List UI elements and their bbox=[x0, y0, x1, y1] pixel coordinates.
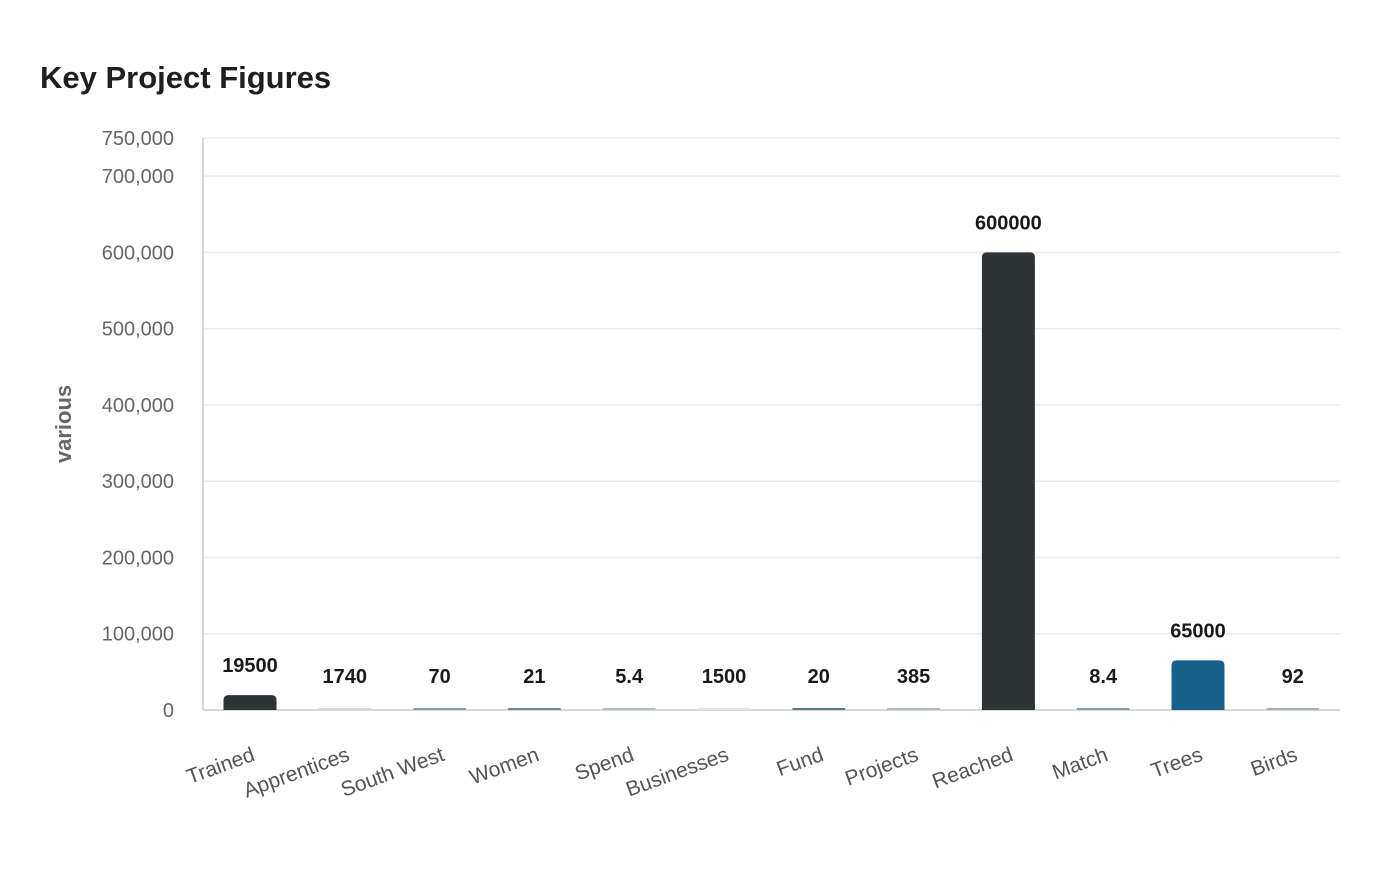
x-tick-label: Businesses bbox=[623, 743, 732, 801]
x-tick-label: Birds bbox=[1248, 743, 1301, 781]
data-label: 8.4 bbox=[1089, 666, 1118, 688]
chart-title: Key Project Figures bbox=[40, 60, 332, 95]
x-tick-label: Trees bbox=[1148, 743, 1206, 783]
data-label: 1500 bbox=[702, 666, 747, 688]
data-label: 65000 bbox=[1170, 620, 1226, 642]
data-label: 1740 bbox=[323, 666, 368, 688]
data-label: 600000 bbox=[975, 212, 1042, 234]
x-tick-label: Women bbox=[467, 743, 543, 789]
x-tick-label: Projects bbox=[842, 743, 921, 791]
bars bbox=[223, 252, 1320, 710]
bar-birds[interactable] bbox=[1266, 708, 1320, 710]
y-tick-label: 500,000 bbox=[102, 319, 174, 341]
x-tick-label: Fund bbox=[774, 743, 827, 781]
y-tick-label: 600,000 bbox=[102, 242, 174, 264]
x-tick-label: Reached bbox=[929, 743, 1016, 793]
y-tick-label: 100,000 bbox=[102, 624, 174, 646]
data-label: 385 bbox=[897, 666, 930, 688]
data-label: 21 bbox=[523, 666, 545, 688]
bar-trained[interactable] bbox=[223, 695, 277, 710]
data-labels: 19500 1740 70 21 5.4 1500 20 385 600000 8.4 65000 9… bbox=[222, 212, 1304, 688]
data-label: 5.4 bbox=[615, 666, 644, 688]
y-tick-label: 200,000 bbox=[102, 547, 174, 569]
y-tick-label: 750,000 bbox=[102, 128, 174, 150]
data-label: 20 bbox=[808, 666, 830, 688]
bar-match[interactable] bbox=[1076, 708, 1130, 710]
data-label: 92 bbox=[1282, 666, 1304, 688]
x-tick-label: Apprentices bbox=[240, 743, 352, 803]
x-tick-label: South West bbox=[338, 743, 448, 802]
bar-projects[interactable] bbox=[887, 708, 941, 710]
data-label: 70 bbox=[428, 666, 450, 688]
bar-spend[interactable] bbox=[602, 708, 656, 710]
data-label: 19500 bbox=[222, 655, 278, 677]
bar-women[interactable] bbox=[507, 708, 561, 710]
bar-trees[interactable] bbox=[1171, 660, 1225, 710]
axes: 0 100,000 200,000 300,000 400,000 500,000 600,… bbox=[102, 128, 1340, 722]
y-tick-label: 400,000 bbox=[102, 395, 174, 417]
y-tick-label: 700,000 bbox=[102, 166, 174, 188]
bar-businesses[interactable] bbox=[697, 708, 751, 710]
y-tick-label: 300,000 bbox=[102, 471, 174, 493]
bar-reached[interactable] bbox=[981, 252, 1035, 710]
y-axis-title: various bbox=[51, 385, 76, 463]
bar-fund[interactable] bbox=[792, 708, 846, 710]
grid-lines bbox=[203, 137, 1340, 635]
y-tick-label: 0 bbox=[163, 700, 174, 722]
bar-apprentices[interactable] bbox=[318, 708, 372, 710]
x-tick-label: Match bbox=[1049, 743, 1111, 784]
bar-south-west[interactable] bbox=[413, 708, 467, 710]
